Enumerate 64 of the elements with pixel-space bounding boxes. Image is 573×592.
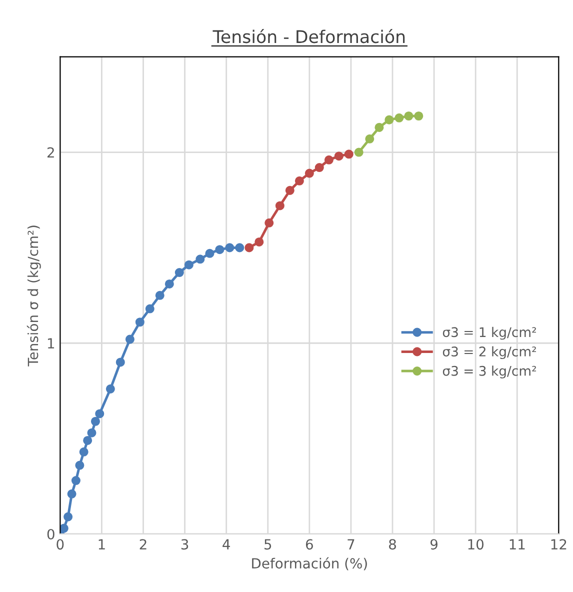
point [71,476,80,486]
x-tick-label: 2 [140,539,146,550]
point [414,111,424,121]
x-tick-label: 8 [389,539,396,550]
x-tick-label: 1 [98,539,105,550]
x-tick-label: 9 [430,539,438,550]
point [365,134,374,144]
point [79,447,88,456]
point [95,409,104,418]
point [155,290,164,300]
legend-label: σ3 = 1 kg/cm² [442,326,536,340]
point [314,163,324,172]
point [75,460,84,470]
point [304,168,314,178]
point [116,358,125,367]
x-tick-label: 3 [181,539,188,550]
point [275,201,284,210]
point [354,148,364,157]
point [60,524,68,533]
point [404,111,414,121]
point [64,512,73,522]
point [215,245,224,254]
point [135,318,144,327]
point [225,243,234,252]
point [184,260,194,270]
y-axis-title: Tensión σ d (kg/cm²) [26,226,41,366]
point [83,436,92,445]
point [90,416,100,426]
point [106,384,115,394]
x-tick-label: 11 [510,539,525,550]
y-tick-label: 1 [48,338,54,348]
point [235,243,244,252]
legend-label: σ3 = 3 kg/cm² [442,366,536,378]
point [324,155,334,164]
point [384,115,394,124]
chart-title: Tensión - Deformación [212,29,405,44]
point [164,279,174,288]
point [294,176,304,186]
point [196,254,205,264]
x-tick-label: 12 [551,539,566,550]
point [344,150,354,159]
point [87,428,96,438]
x-tick-label: 4 [222,539,230,550]
point [244,243,254,252]
point [285,186,294,195]
point [264,218,274,228]
point [125,334,134,344]
point [254,237,264,246]
x-tick-label: 5 [264,539,272,550]
point [145,304,154,314]
x-axis-title: Deformación (%) [252,557,367,570]
x-tick-label: 7 [348,539,354,550]
x-tick-label: 0 [56,539,64,550]
legend-label: σ3 = 2 kg/cm² [442,346,536,360]
point [67,489,76,498]
point [394,113,404,122]
point [374,122,384,132]
point [334,152,344,161]
x-tick-label: 10 [468,539,484,550]
x-tick-label: 6 [306,539,313,550]
point [205,248,214,258]
y-tick-label: 2 [47,147,54,158]
y-tick-label: 0 [47,528,54,540]
point [174,268,184,278]
